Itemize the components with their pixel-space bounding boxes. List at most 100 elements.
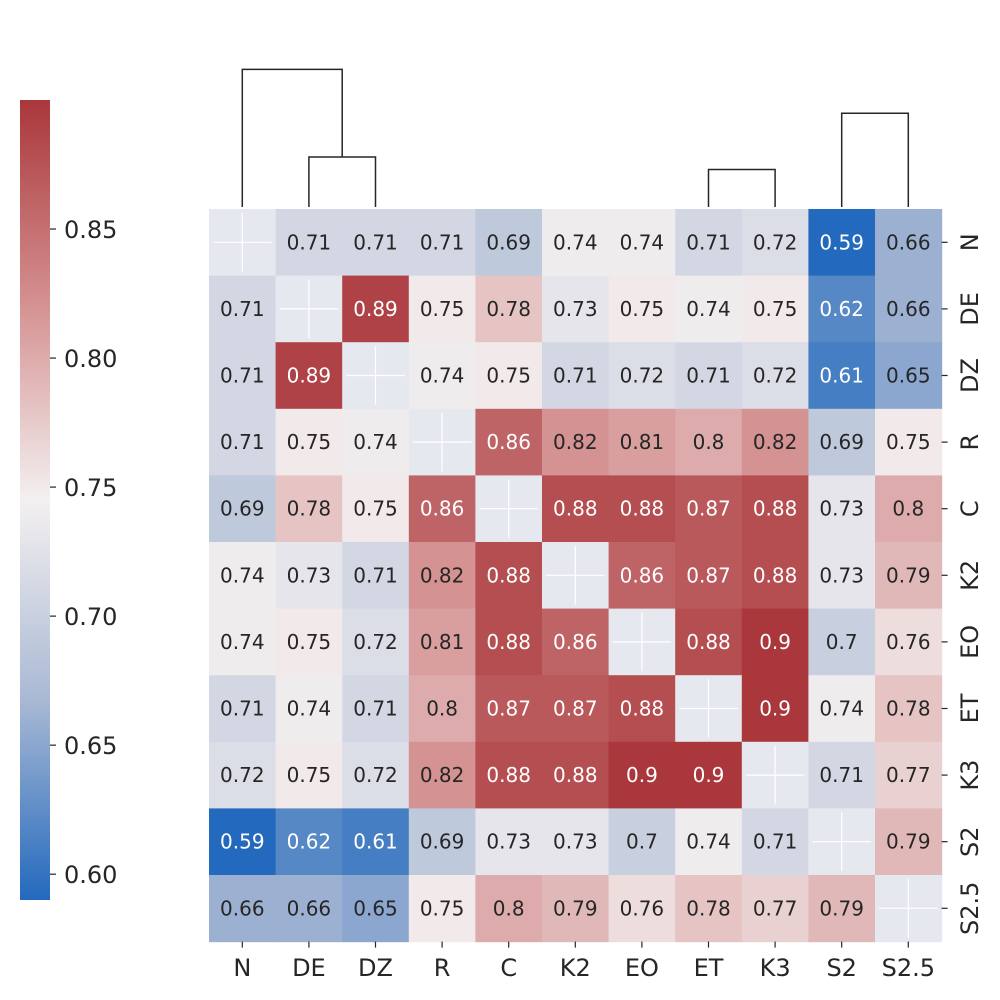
- cell-value-label: 0.76: [620, 896, 665, 920]
- cell-value-label: 0.74: [420, 364, 465, 388]
- heatmap-cell-K2-DZ: [342, 542, 410, 610]
- heatmap-cell-N-EO: [608, 209, 676, 277]
- heatmap: 0.71 0.71 0.71 0.69 0.74 0.74 0.71 0.72 0.59 0.66…: [209, 209, 943, 943]
- heatmap-cell-K3-C: [475, 741, 543, 809]
- heatmap-cell-DE-K3: [741, 275, 809, 343]
- heatmap-cell-DZ-EO: [608, 342, 676, 410]
- cell-value-label: 0.75: [420, 297, 465, 321]
- cell-value-label: 0.78: [287, 497, 332, 521]
- cell-value-label: 0.87: [486, 697, 531, 721]
- cell-value-label: 0.59: [220, 830, 265, 854]
- heatmap-cell-N-K3: [741, 209, 809, 277]
- heatmap-cell-K2-R: [408, 542, 476, 610]
- cell-value-label: 0.65: [353, 896, 398, 920]
- heatmap-cell-K3-S2: [808, 741, 876, 809]
- heatmap-cell-K2-K3: [741, 542, 809, 610]
- cell-value-label: 0.9: [626, 763, 658, 787]
- heatmap-cell-EO-C: [475, 608, 543, 676]
- cell-value-label: 0.86: [486, 430, 531, 454]
- heatmap-cell-C-DZ: [342, 475, 410, 543]
- heatmap-cell-ET-K3: [741, 675, 809, 743]
- heatmap-cell-DZ-R: [408, 342, 476, 410]
- cell-value-label: 0.71: [287, 230, 332, 254]
- heatmap-cell-DZ-DE: [275, 342, 343, 410]
- heatmap-cell-K3-EO: [608, 741, 676, 809]
- y-tick-label-DE: DE: [956, 292, 984, 326]
- heatmap-cell-N-S2.5: [875, 209, 943, 277]
- heatmap-cell-DE-DZ: [342, 275, 410, 343]
- cell-value-label: 0.88: [486, 630, 531, 654]
- heatmap-cell-S2-K2: [542, 808, 610, 876]
- x-tick-label-K2: K2: [560, 954, 591, 982]
- cell-value-label: 0.74: [287, 697, 332, 721]
- cell-value-label: 0.79: [819, 896, 864, 920]
- heatmap-cell-K3-ET: [675, 741, 743, 809]
- colorbar-tick-label: 0.70: [64, 603, 117, 631]
- cell-value-label: 0.59: [819, 230, 864, 254]
- heatmap-cell-ET-C: [475, 675, 543, 743]
- cell-value-label: 0.82: [420, 563, 465, 587]
- cell-value-label: 0.88: [553, 763, 598, 787]
- heatmap-cell-EO-DE: [275, 608, 343, 676]
- heatmap-cell-C-DE: [275, 475, 343, 543]
- heatmap-cell-K3-S2.5: [875, 741, 943, 809]
- cell-value-label: 0.75: [620, 297, 665, 321]
- cell-value-label: 0.7: [826, 630, 858, 654]
- y-tick-label-DZ: DZ: [956, 358, 984, 393]
- heatmap-cell-ET-S2: [808, 675, 876, 743]
- x-tick-label-DZ: DZ: [358, 954, 393, 982]
- dendrogram-link: [707, 168, 776, 207]
- heatmap-cell-DE-C: [475, 275, 543, 343]
- cell-value-label: 0.9: [759, 697, 791, 721]
- cell-value-label: 0.78: [486, 297, 531, 321]
- heatmap-cell-C-N: [209, 475, 277, 543]
- heatmap-cell-C-ET: [675, 475, 743, 543]
- cell-value-label: 0.87: [553, 697, 598, 721]
- cell-value-label: 0.78: [886, 697, 931, 721]
- heatmap-cell-K3-DZ: [342, 741, 410, 809]
- heatmap-cell-K3-DE: [275, 741, 343, 809]
- heatmap-cell-K2-ET: [675, 542, 743, 610]
- heatmap-cell-S2.5-DE: [275, 875, 343, 943]
- cell-value-label: 0.79: [886, 830, 931, 854]
- heatmap-cell-DE-EO: [608, 275, 676, 343]
- cell-value-label: 0.73: [819, 563, 864, 587]
- x-tick-label-DE: DE: [292, 954, 326, 982]
- heatmap-cell-ET-DE: [275, 675, 343, 743]
- cell-value-label: 0.7: [626, 830, 658, 854]
- heatmap-cell-R-DZ: [342, 408, 410, 476]
- heatmap-cell-DZ-C: [475, 342, 543, 410]
- heatmap-cell-N-S2: [808, 209, 876, 277]
- cell-value-label: 0.71: [686, 230, 731, 254]
- cell-value-label: 0.69: [420, 830, 465, 854]
- cell-value-label: 0.88: [753, 497, 798, 521]
- cell-value-label: 0.74: [819, 697, 864, 721]
- heatmap-cell-DZ-S2.5: [875, 342, 943, 410]
- cell-value-label: 0.74: [220, 563, 265, 587]
- heatmap-cell-S2.5-N: [209, 875, 277, 943]
- cell-value-label: 0.75: [287, 763, 332, 787]
- heatmap-cell-EO-ET: [675, 608, 743, 676]
- heatmap-cell-C-K3: [741, 475, 809, 543]
- heatmap-cell-EO-N: [209, 608, 277, 676]
- cell-value-label: 0.8: [493, 896, 525, 920]
- cell-value-label: 0.73: [553, 297, 598, 321]
- heatmap-cell-EO-S2: [808, 608, 876, 676]
- cell-value-label: 0.8: [892, 497, 924, 521]
- heatmap-cell-S2.5-EO: [608, 875, 676, 943]
- cell-value-label: 0.88: [753, 563, 798, 587]
- heatmap-cell-S2.5-K3: [741, 875, 809, 943]
- dendrogram-link: [241, 68, 343, 207]
- cell-value-label: 0.71: [220, 430, 265, 454]
- y-axis-ticks: N DE DZ R C K2 EO ET K3 S2 S2.5: [941, 233, 984, 935]
- cell-value-label: 0.71: [753, 830, 798, 854]
- cell-value-label: 0.72: [620, 364, 665, 388]
- heatmap-cell-EO-DZ: [342, 608, 410, 676]
- heatmap-cell-DZ-K3: [741, 342, 809, 410]
- cell-value-label: 0.89: [353, 297, 398, 321]
- y-tick-label-C: C: [956, 500, 984, 517]
- heatmap-cell-S2-S2.5: [875, 808, 943, 876]
- heatmap-cell-S2.5-ET: [675, 875, 743, 943]
- heatmap-cell-R-C: [475, 408, 543, 476]
- cell-value-label: 0.74: [353, 430, 398, 454]
